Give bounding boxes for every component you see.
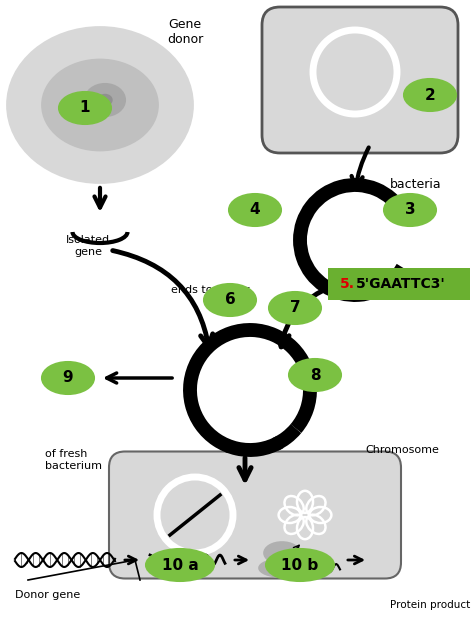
Ellipse shape [85, 84, 125, 116]
Ellipse shape [59, 92, 111, 124]
Text: 5'GAATTC3': 5'GAATTC3' [356, 277, 446, 291]
Ellipse shape [384, 194, 436, 226]
Ellipse shape [8, 28, 192, 182]
Text: 7: 7 [290, 301, 301, 316]
Ellipse shape [98, 94, 112, 106]
Text: 10 b: 10 b [282, 557, 319, 572]
Text: 5.: 5. [340, 277, 355, 291]
Text: bacteria: bacteria [390, 178, 442, 191]
Text: 4: 4 [250, 203, 260, 218]
Ellipse shape [289, 359, 341, 391]
Text: 8: 8 [310, 367, 320, 382]
FancyBboxPatch shape [109, 452, 401, 579]
Text: 3: 3 [405, 203, 415, 218]
Ellipse shape [264, 542, 300, 564]
Ellipse shape [269, 292, 321, 324]
Text: 9: 9 [63, 370, 73, 386]
Text: Gene
donor: Gene donor [167, 18, 203, 46]
Text: of fresh
bacterium: of fresh bacterium [45, 449, 102, 470]
Ellipse shape [146, 549, 214, 581]
Text: Protein product: Protein product [390, 600, 470, 610]
Text: 1: 1 [80, 101, 90, 116]
Ellipse shape [259, 559, 305, 577]
FancyBboxPatch shape [328, 268, 470, 300]
Ellipse shape [266, 549, 334, 581]
Text: Isolated
gene: Isolated gene [66, 235, 110, 257]
Ellipse shape [229, 194, 281, 226]
Ellipse shape [404, 79, 456, 111]
Text: 10 a: 10 a [162, 557, 199, 572]
Text: 2: 2 [425, 87, 436, 103]
Text: 6: 6 [225, 292, 236, 308]
Ellipse shape [43, 60, 157, 150]
FancyBboxPatch shape [262, 7, 458, 153]
Text: Donor gene: Donor gene [15, 590, 81, 600]
Ellipse shape [204, 284, 256, 316]
Ellipse shape [42, 362, 94, 394]
Text: Chromosome: Chromosome [365, 445, 439, 455]
Text: ends together: ends together [171, 285, 249, 295]
